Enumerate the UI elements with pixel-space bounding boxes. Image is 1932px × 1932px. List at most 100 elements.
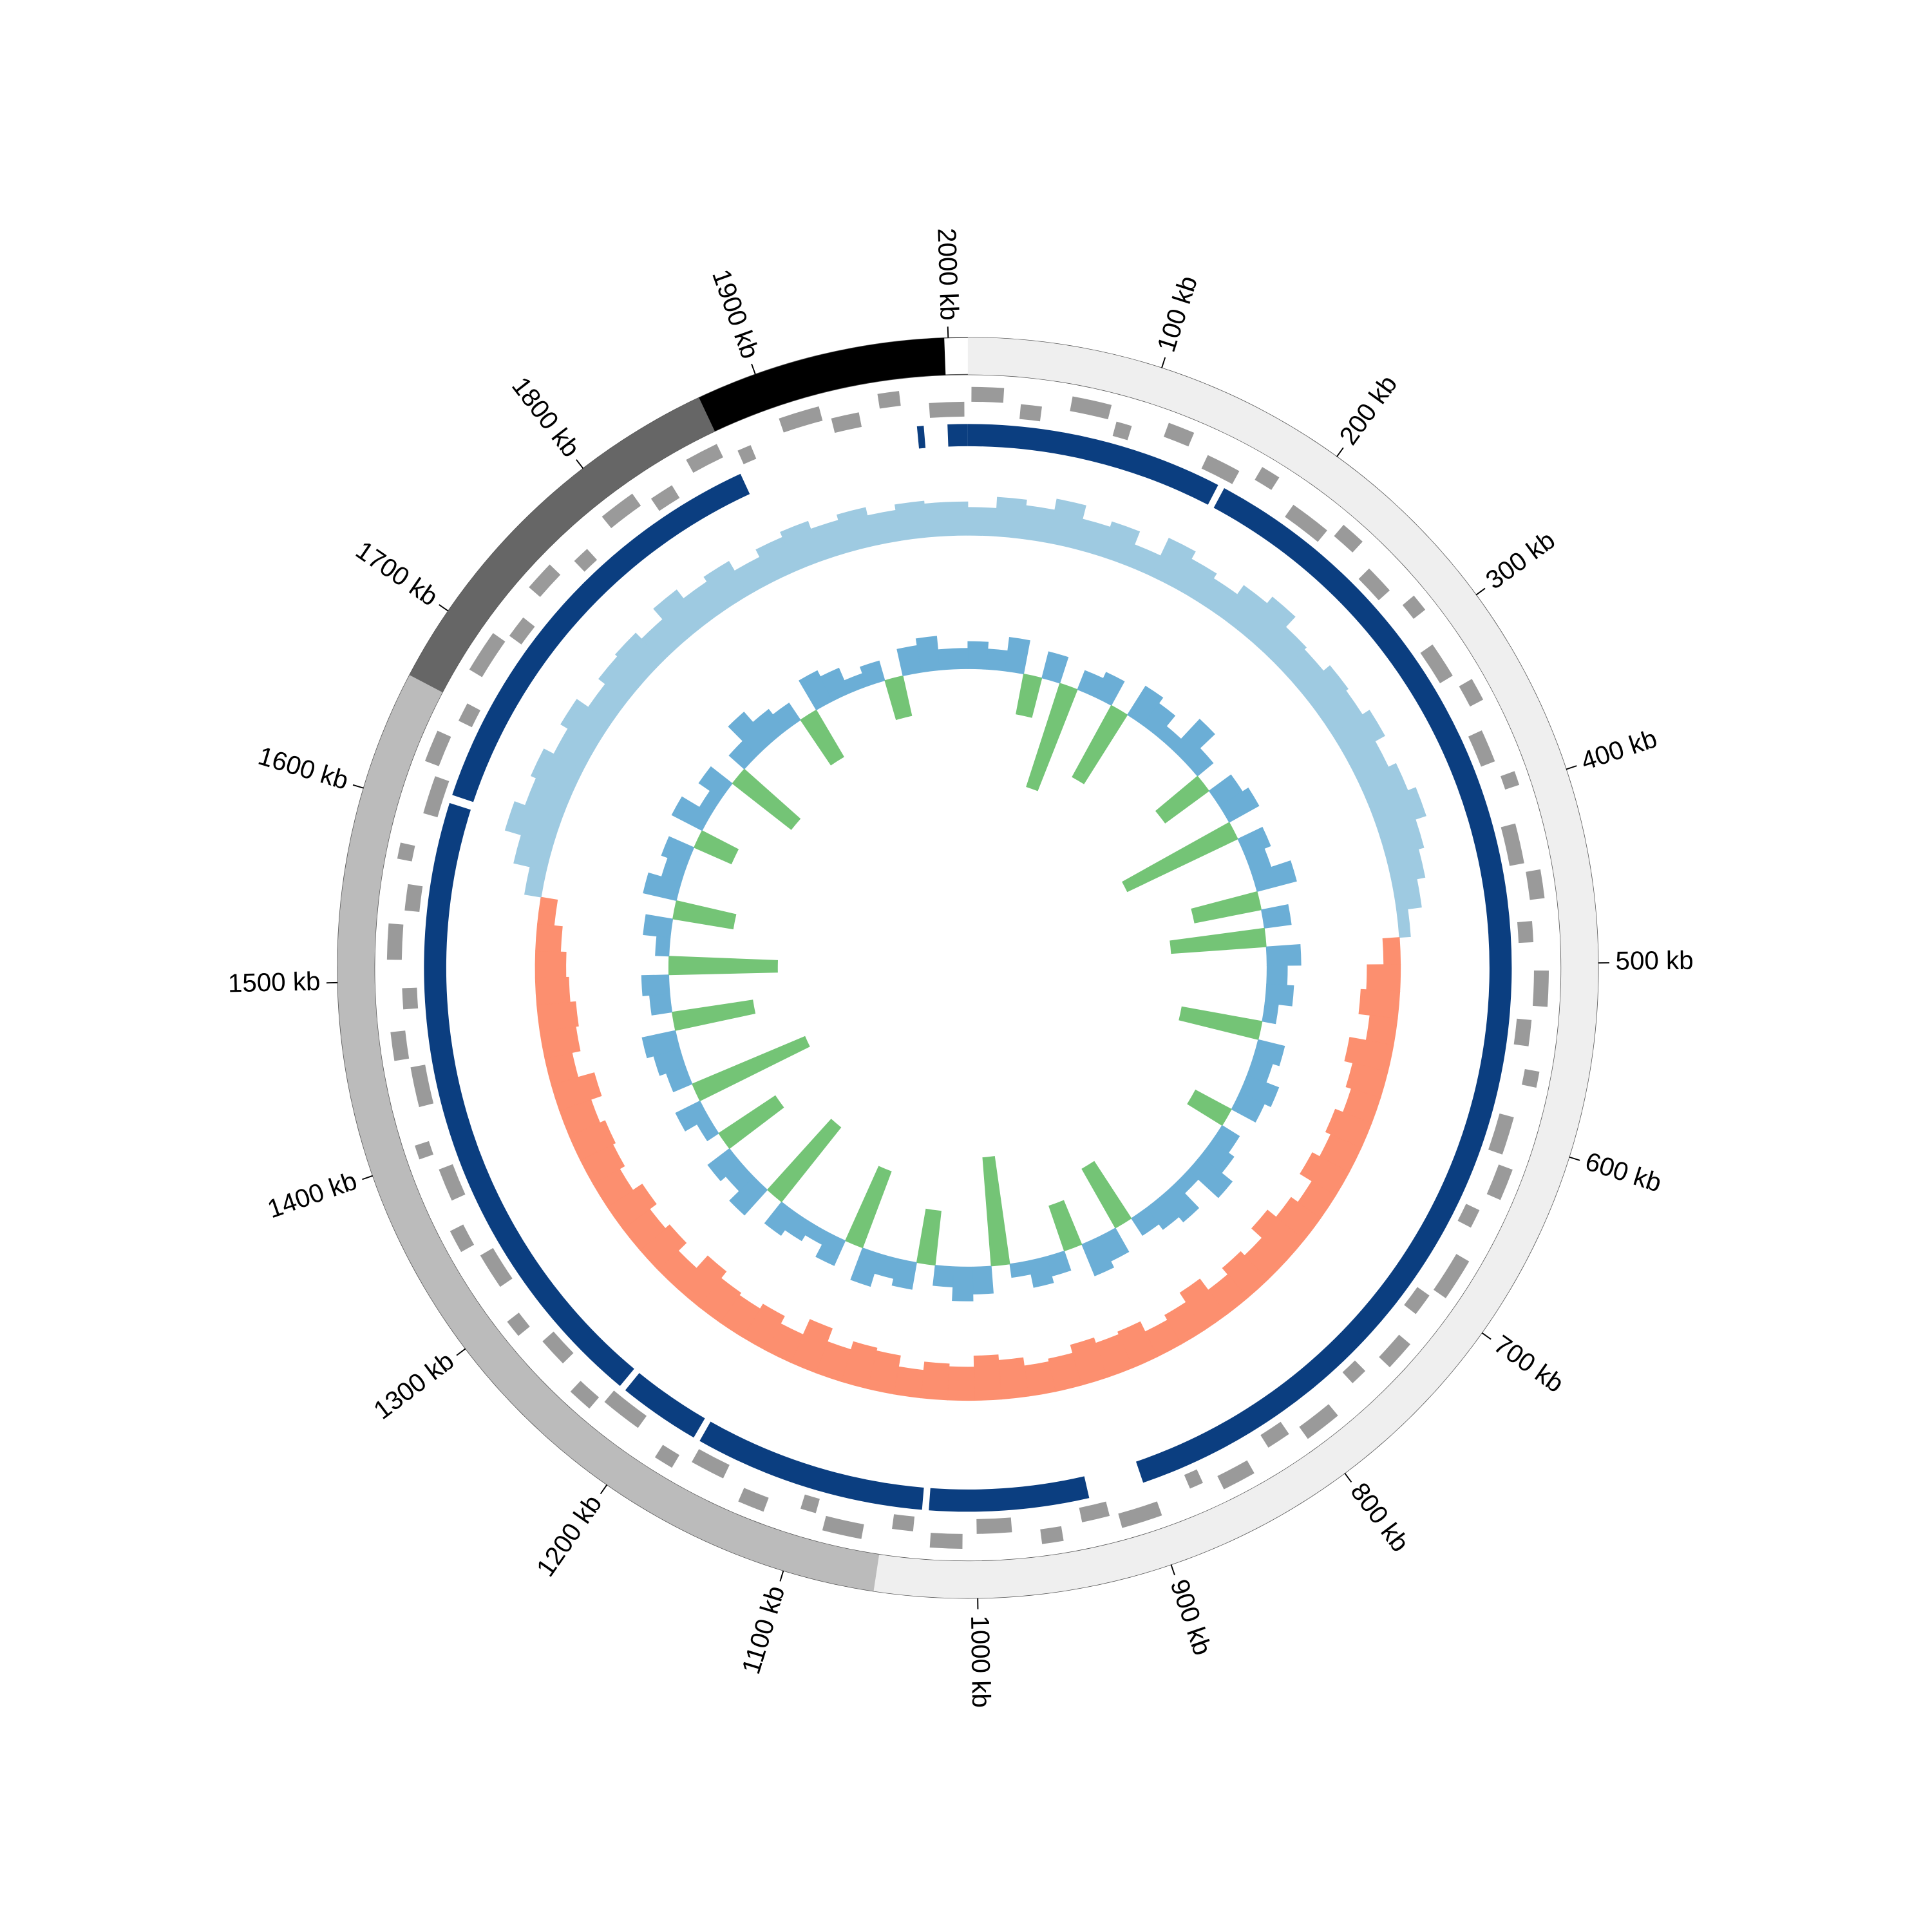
- content-bar: [916, 1208, 942, 1266]
- gene: [1433, 1254, 1470, 1298]
- gene: [1079, 1501, 1110, 1522]
- content-bar: [1260, 904, 1292, 929]
- gene: [1019, 404, 1042, 422]
- gene: [831, 412, 862, 433]
- tick-label: 600 kb: [1582, 1147, 1665, 1198]
- gene: [686, 444, 723, 473]
- block: [1135, 488, 1512, 1483]
- content-bar: [1265, 944, 1302, 966]
- content-bar: [671, 999, 756, 1031]
- skew-bar: [893, 1366, 924, 1399]
- gene: [1379, 1334, 1410, 1368]
- tick-label: 1800 kb: [506, 372, 585, 462]
- content-bar: [1026, 683, 1078, 791]
- content-bar: [933, 1265, 954, 1288]
- gene: [601, 493, 641, 529]
- tick-mark: [1475, 587, 1486, 596]
- skew-bar: [790, 1319, 833, 1374]
- tick-mark: [456, 1348, 466, 1356]
- content-bar: [1048, 1200, 1083, 1252]
- block: [625, 1372, 705, 1438]
- tick-label: 1300 kb: [368, 1346, 459, 1425]
- skew-bar: [895, 500, 928, 541]
- tick-label: 1000 kb: [965, 1615, 996, 1708]
- gene: [1040, 1526, 1064, 1544]
- gene: [1285, 504, 1327, 542]
- block: [947, 424, 968, 447]
- content-bar: [952, 1266, 974, 1302]
- content-bar: [692, 1036, 810, 1102]
- tick-mark: [1336, 447, 1344, 457]
- gene: [1118, 1501, 1162, 1528]
- block: [424, 802, 634, 1387]
- skew-bar: [539, 1026, 581, 1059]
- gene: [1517, 921, 1534, 943]
- content-bar: [698, 766, 733, 799]
- content-bar: [967, 641, 989, 670]
- tick-label: 1900 kb: [706, 265, 765, 362]
- skew-bar: [1179, 1278, 1227, 1331]
- block: [452, 473, 750, 802]
- gene: [822, 1515, 864, 1539]
- skew-bar: [1070, 1337, 1108, 1386]
- skew-bar: [607, 1183, 657, 1230]
- content-bar: [1264, 983, 1294, 1007]
- content-bar: [643, 914, 674, 938]
- tick-mark: [1481, 1332, 1492, 1340]
- gene: [386, 923, 404, 960]
- gene: [450, 1224, 475, 1253]
- tick-label: 500 kb: [1615, 946, 1693, 976]
- tick-label: 1600 kb: [255, 741, 352, 795]
- gene: [779, 406, 823, 433]
- tick-label: 1700 kb: [350, 535, 443, 611]
- gene: [390, 1030, 410, 1061]
- tick-label: 2000 kb: [932, 227, 963, 321]
- content-bar: [1191, 891, 1262, 923]
- gene: [1255, 467, 1280, 490]
- skew-bar: [639, 1224, 687, 1271]
- gene: [469, 632, 506, 677]
- skew-bar: [973, 1354, 1002, 1401]
- gene: [1522, 1069, 1540, 1088]
- gene: [439, 1164, 466, 1201]
- content-bar: [649, 993, 673, 1016]
- tick-label: 200 kb: [1334, 370, 1403, 450]
- content-bar: [1081, 1160, 1132, 1229]
- skew-bar: [994, 497, 1027, 539]
- tick-mark: [600, 1484, 608, 1495]
- skew-bar: [920, 1361, 950, 1401]
- gene: [737, 445, 757, 464]
- content-bar: [986, 649, 1009, 672]
- skew-bar: [1344, 1037, 1394, 1072]
- gene: [1486, 1164, 1513, 1200]
- tick-mark: [1170, 1564, 1175, 1576]
- tick-label: 400 kb: [1577, 724, 1660, 776]
- gene: [1526, 869, 1545, 900]
- gene: [397, 842, 415, 862]
- skew-bar: [537, 896, 558, 926]
- gene: [1163, 422, 1195, 447]
- tick-label: 700 kb: [1489, 1329, 1569, 1398]
- gene: [1459, 679, 1484, 707]
- content-bar: [1005, 637, 1030, 675]
- skew-bar: [1325, 1108, 1372, 1149]
- gene: [1299, 1404, 1338, 1439]
- block: [699, 1421, 924, 1510]
- content-bar: [1266, 965, 1288, 986]
- tick-mark: [362, 1175, 374, 1180]
- gene: [480, 1247, 513, 1287]
- gene: [800, 1494, 820, 1513]
- gene: [1420, 644, 1453, 684]
- content-bar: [1179, 1006, 1263, 1040]
- content-bar: [850, 1247, 881, 1287]
- content-bar: [732, 768, 801, 830]
- tick-mark: [1344, 1472, 1352, 1482]
- gene: [1334, 524, 1363, 553]
- tick-mark: [352, 784, 364, 789]
- skew-bar: [947, 1366, 975, 1401]
- gene: [929, 401, 965, 418]
- gene: [509, 617, 535, 645]
- content-bar: [1262, 1002, 1279, 1025]
